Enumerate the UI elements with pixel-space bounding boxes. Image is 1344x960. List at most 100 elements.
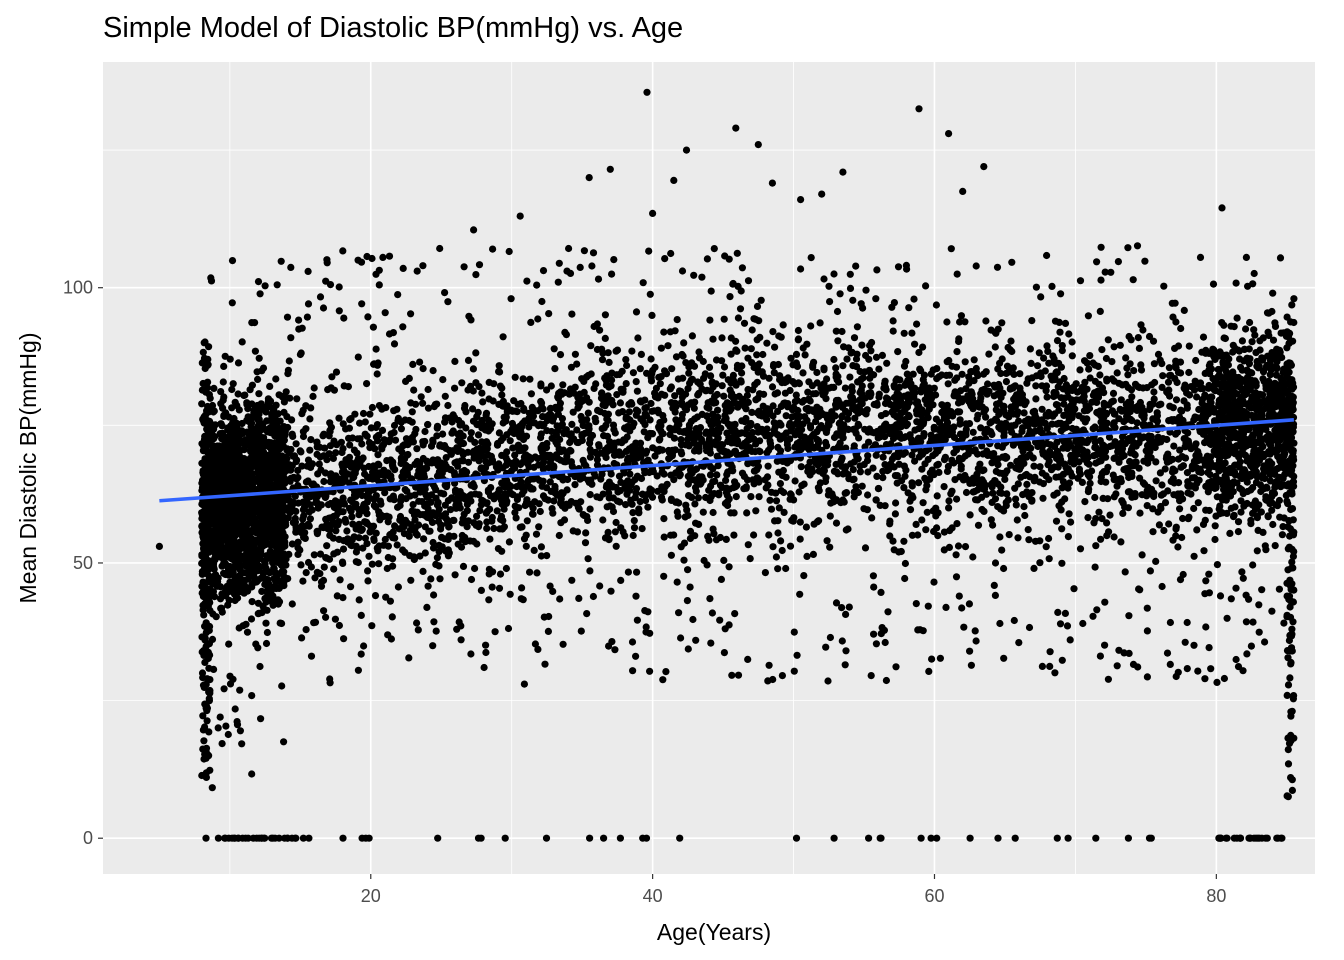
data-point [302, 425, 310, 433]
data-point [421, 427, 429, 436]
data-point [1119, 509, 1127, 517]
data-point [850, 458, 858, 466]
data-point [306, 446, 314, 454]
data-point [1092, 542, 1100, 550]
data-point [513, 495, 522, 503]
data-point [764, 462, 772, 470]
data-point [234, 390, 242, 398]
data-point [1183, 469, 1191, 477]
data-point [945, 356, 953, 365]
data-point [599, 516, 607, 524]
chart-title: Simple Model of Diastolic BP(mmHg) vs. A… [103, 12, 684, 44]
data-point [1091, 563, 1099, 571]
data-point [1104, 336, 1112, 344]
data-point [743, 476, 752, 484]
data-point [991, 559, 1000, 567]
data-point [797, 463, 805, 471]
data-point [467, 429, 475, 437]
data-point [1038, 429, 1046, 437]
data-point [556, 595, 564, 603]
data-point [1058, 484, 1066, 492]
data-point [582, 529, 590, 537]
data-point [1124, 504, 1132, 512]
data-point [920, 430, 928, 438]
data-point [710, 530, 718, 538]
data-point [498, 391, 506, 399]
data-point [596, 494, 604, 502]
data-point [858, 482, 866, 490]
data-point [1035, 349, 1043, 357]
data-point [419, 399, 427, 407]
data-point [356, 419, 364, 427]
data-point [1102, 354, 1110, 363]
data-point [656, 418, 664, 427]
data-point [1013, 410, 1021, 418]
data-point [714, 406, 722, 414]
data-point [488, 517, 496, 525]
data-point [1164, 378, 1173, 386]
data-point [1044, 461, 1052, 469]
data-point [639, 490, 647, 498]
data-point [543, 386, 551, 394]
data-point [306, 515, 314, 523]
data-point [903, 370, 911, 378]
data-point [247, 615, 256, 623]
data-point [833, 307, 842, 316]
data-point [307, 404, 315, 412]
data-point [570, 389, 578, 397]
data-point [424, 421, 432, 429]
data-point [427, 575, 435, 583]
data-point [581, 539, 590, 547]
data-point [605, 484, 613, 492]
data-point [584, 409, 592, 417]
data-point [836, 290, 844, 298]
data-point [720, 392, 728, 400]
data-point [882, 420, 890, 428]
data-point [632, 592, 640, 600]
data-point [407, 521, 415, 529]
data-point [834, 337, 842, 345]
data-point [532, 530, 541, 538]
data-point [763, 431, 771, 439]
data-point [495, 429, 503, 437]
data-point [297, 561, 305, 569]
data-point [1113, 369, 1121, 377]
data-point [1177, 463, 1185, 471]
data-point [433, 554, 441, 562]
data-point [1060, 411, 1068, 419]
data-point [587, 342, 595, 350]
data-point [666, 385, 674, 393]
data-point [852, 355, 861, 363]
data-point [378, 405, 386, 413]
data-point [763, 425, 771, 433]
data-point [1012, 464, 1020, 472]
data-point [408, 408, 416, 416]
data-point [568, 420, 576, 428]
data-point [316, 570, 324, 578]
data-point [350, 446, 358, 454]
data-point [369, 486, 378, 494]
data-point [714, 462, 722, 470]
data-point [289, 432, 297, 440]
data-point [901, 472, 909, 480]
data-point [332, 368, 341, 376]
data-point [1264, 436, 1272, 445]
data-point [702, 429, 710, 437]
data-point [1165, 372, 1174, 380]
data-point [1053, 438, 1061, 446]
data-point [703, 447, 711, 455]
data-point [832, 364, 840, 372]
data-point [499, 419, 507, 427]
data-point [636, 365, 644, 373]
data-point [333, 474, 341, 482]
data-point [1034, 362, 1042, 370]
data-point [347, 507, 355, 515]
data-point [942, 603, 950, 612]
data-point [1234, 518, 1243, 526]
data-point [1185, 342, 1193, 350]
data-point [1118, 497, 1126, 505]
data-point [648, 430, 656, 438]
data-point [399, 323, 407, 331]
data-point [559, 381, 567, 389]
data-point [856, 468, 865, 476]
